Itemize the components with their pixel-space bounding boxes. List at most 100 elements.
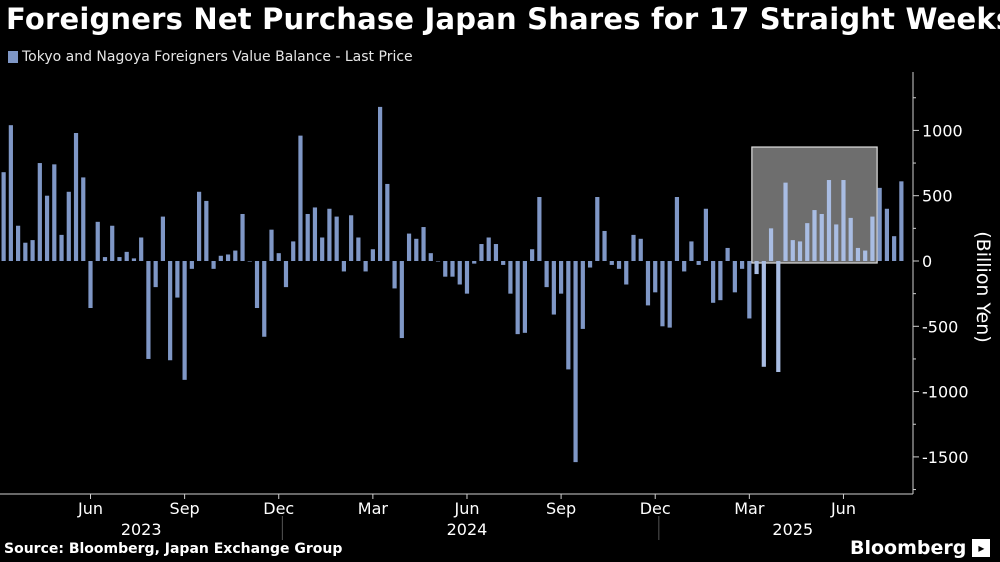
- bar: [740, 261, 745, 269]
- bar: [790, 240, 795, 261]
- year-label: 2025: [772, 520, 813, 539]
- bar: [899, 181, 904, 261]
- bar: [754, 261, 759, 275]
- bar: [783, 182, 788, 261]
- bar: [139, 237, 144, 261]
- bar: [428, 253, 433, 261]
- legend-label: Tokyo and Nagoya Foreigners Value Balanc…: [22, 49, 413, 65]
- bar: [616, 261, 622, 269]
- bar: [747, 261, 752, 319]
- bar: [508, 261, 513, 294]
- bar: [421, 227, 426, 261]
- bar: [312, 207, 318, 261]
- bar: [544, 261, 549, 288]
- year-label: 2023: [121, 520, 162, 539]
- bar: [479, 244, 484, 261]
- bar: [211, 261, 216, 269]
- bar: [580, 261, 585, 329]
- bar: [95, 221, 100, 261]
- bar: [660, 261, 665, 327]
- bar: [537, 197, 542, 261]
- legend: Tokyo and Nagoya Foreigners Value Balanc…: [8, 49, 413, 65]
- bar: [124, 251, 129, 261]
- x-tick-label: Sep: [546, 499, 576, 518]
- bar: [110, 225, 115, 261]
- bar: [631, 234, 636, 261]
- bar: [573, 261, 578, 463]
- bar: [602, 230, 607, 261]
- bar: [834, 224, 839, 261]
- bar: [689, 241, 694, 261]
- bloomberg-terminal-icon: ▸: [972, 539, 991, 557]
- bar: [131, 258, 137, 261]
- bar: [711, 261, 716, 303]
- bar: [848, 217, 853, 261]
- bar: [884, 208, 889, 261]
- bar: [52, 164, 57, 261]
- bar: [254, 261, 260, 309]
- bar: [645, 261, 651, 306]
- bar: [399, 261, 404, 339]
- bar: [725, 247, 730, 261]
- x-tick-label: Mar: [734, 499, 765, 518]
- bar: [370, 249, 375, 261]
- bar: [522, 261, 527, 333]
- y-tick-label: 1000: [922, 121, 963, 140]
- bar: [638, 238, 643, 261]
- bar: [66, 191, 71, 261]
- bar: [88, 261, 93, 309]
- bar: [392, 261, 397, 289]
- y-tick-label: 500: [922, 187, 953, 206]
- bar: [841, 180, 846, 261]
- bar: [406, 233, 412, 261]
- bar: [551, 261, 556, 315]
- bar: [8, 125, 13, 262]
- bar: [349, 215, 354, 261]
- bar: [283, 261, 289, 288]
- bar: [674, 197, 680, 261]
- x-tick-label: Dec: [640, 499, 671, 518]
- bar: [160, 216, 165, 261]
- bar: [443, 261, 448, 277]
- bar: [805, 223, 810, 261]
- bar: [30, 240, 35, 261]
- year-label: 2024: [447, 520, 488, 539]
- legend-swatch: [8, 51, 18, 63]
- bar: [378, 106, 383, 261]
- bar: [559, 261, 564, 294]
- bar: [233, 250, 238, 261]
- x-tick-label: Jun: [77, 499, 103, 518]
- bar: [732, 261, 737, 293]
- bar: [240, 213, 245, 261]
- bar: [247, 261, 252, 262]
- bloomberg-logo: Bloomberg ▸: [850, 537, 991, 559]
- bar: [718, 261, 723, 301]
- source-note: Source: Bloomberg, Japan Exchange Group: [4, 541, 343, 557]
- bar: [457, 261, 462, 285]
- bar: [327, 208, 332, 261]
- bar: [501, 261, 506, 265]
- bar: [356, 237, 361, 261]
- bar: [146, 261, 151, 359]
- x-tick-label: Jun: [830, 499, 856, 518]
- bar: [624, 261, 629, 285]
- bar: [225, 254, 231, 261]
- bar: [515, 261, 520, 335]
- bar: [1, 172, 6, 261]
- bar: [276, 253, 281, 261]
- bar: [73, 133, 79, 261]
- bar: [23, 242, 28, 261]
- bar: [305, 213, 310, 261]
- bar: [189, 261, 194, 269]
- bar: [768, 228, 774, 261]
- bar: [269, 229, 274, 261]
- bar: [776, 261, 781, 373]
- bar: [761, 261, 766, 367]
- bar: [59, 234, 64, 261]
- x-tick-label: Jun: [453, 499, 479, 518]
- bar: [291, 241, 296, 261]
- bar: [797, 241, 803, 261]
- bar: [385, 183, 390, 261]
- bar: [450, 261, 455, 277]
